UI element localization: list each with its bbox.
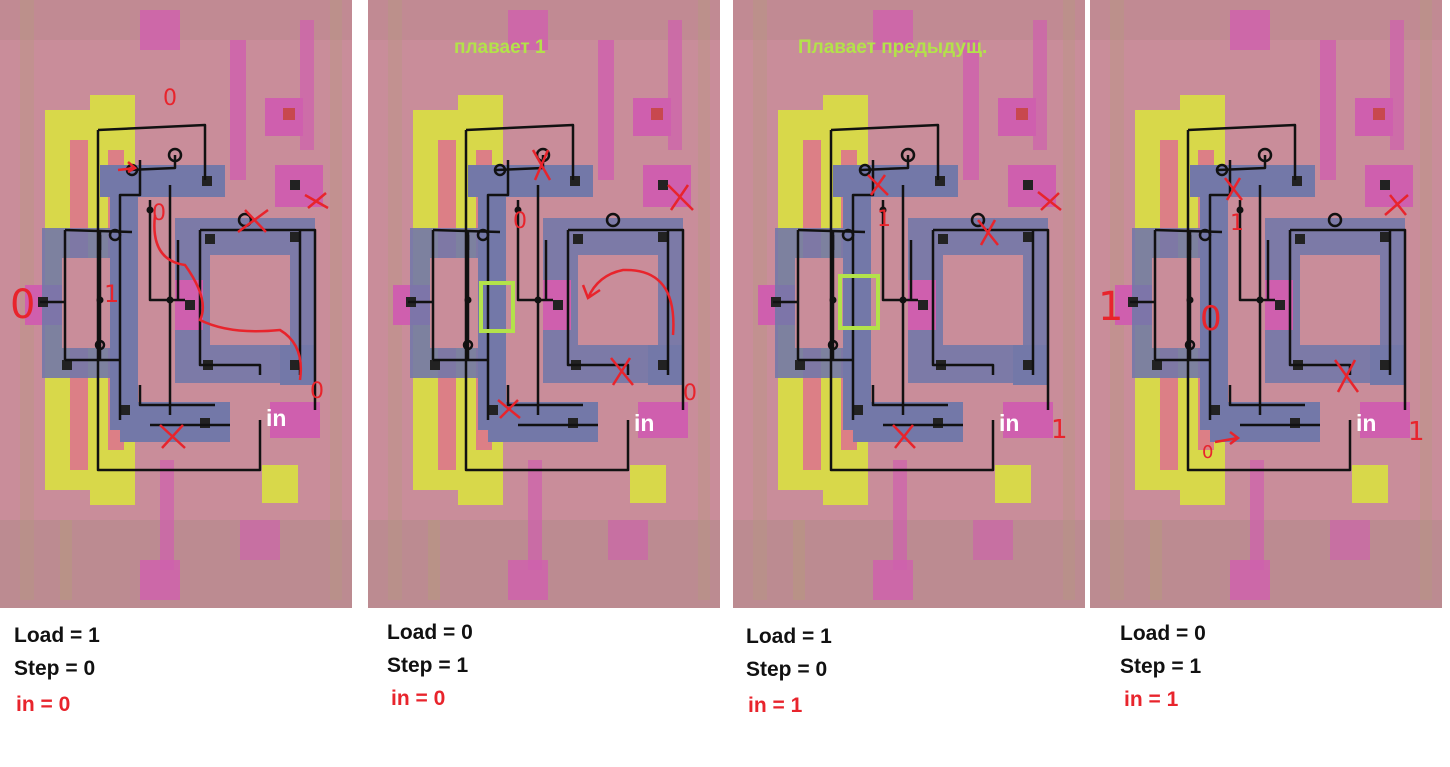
red-cross: [667, 184, 694, 211]
chip-diagram-1: 0 1 0 0 0: [0, 0, 352, 608]
green-highlight-box: [838, 274, 880, 330]
red-cross: [977, 219, 999, 246]
panel-1: 0 1 0 0 0 in: [0, 0, 352, 608]
red-cross: [1224, 177, 1243, 201]
panel-title: плавает 1: [454, 37, 546, 58]
value-mid: 0: [1200, 299, 1222, 339]
red-cross: [1037, 191, 1062, 211]
red-cross: [237, 208, 269, 234]
red-cross: [892, 424, 916, 449]
caption-3: Load = 1 Step = 0 in = 1: [746, 620, 832, 722]
value-top: 0: [163, 86, 177, 111]
value-left: 1: [1098, 284, 1123, 330]
panel-2: 0 0 плавает 1 in: [368, 0, 720, 608]
panel-3: 1 1 Плавает предыдущ. in: [733, 0, 1085, 608]
caption-in: in = 1: [748, 694, 803, 717]
value-right: 0: [310, 379, 324, 404]
value-node: 1: [877, 207, 891, 232]
panel-4: 1 1 0 0 1 in: [1090, 0, 1442, 608]
red-cross: [304, 192, 329, 210]
in-label: in: [999, 410, 1020, 436]
value-left: 0: [10, 282, 35, 328]
caption-in: in = 0: [391, 687, 446, 710]
caption-step: Step = 1: [1120, 655, 1202, 678]
red-cross: [867, 174, 889, 196]
caption-step: Step = 0: [746, 658, 828, 681]
red-cross: [159, 424, 186, 449]
in-label: in: [634, 410, 655, 436]
red-path-curve: [153, 214, 303, 381]
caption-load: Load = 0: [1120, 622, 1206, 645]
red-arrow-curve: [581, 268, 675, 336]
red-arrow: [1214, 431, 1241, 445]
value-bottom: 0: [1202, 442, 1213, 463]
caption-in: in = 0: [16, 693, 71, 716]
caption-load: Load = 0: [387, 621, 473, 644]
value-right: 1: [1408, 417, 1425, 447]
red-cross: [1333, 359, 1360, 393]
value-node: 1: [104, 280, 119, 308]
value-node: 0: [513, 209, 527, 234]
caption-load: Load = 1: [746, 625, 832, 648]
panel-title: Плавает предыдущ.: [798, 37, 988, 58]
in-label: in: [266, 405, 287, 431]
red-cross: [1384, 194, 1409, 216]
red-arrow: [117, 161, 138, 174]
in-label: in: [1356, 410, 1377, 436]
caption-step: Step = 0: [14, 657, 96, 680]
caption-step: Step = 1: [387, 654, 469, 677]
chip-diagram-2: 0 0: [368, 0, 720, 608]
chip-diagram-4: 1 1 0 0 1: [1090, 0, 1442, 608]
red-cross: [531, 149, 552, 181]
caption-4: Load = 0 Step = 1 in = 1: [1120, 617, 1206, 716]
chip-diagram-3: 1 1: [733, 0, 1085, 608]
value-mid: 0: [152, 201, 166, 226]
value-right: 0: [683, 381, 697, 406]
caption-1: Load = 1 Step = 0 in = 0: [14, 619, 100, 721]
caption-load: Load = 1: [14, 624, 100, 647]
red-cross: [610, 357, 634, 386]
caption-in: in = 1: [1124, 688, 1179, 711]
value-node: 1: [1230, 211, 1244, 236]
red-cross: [497, 399, 521, 419]
green-highlight-box: [479, 281, 515, 333]
value-right: 1: [1051, 415, 1068, 445]
caption-2: Load = 0 Step = 1 in = 0: [387, 616, 473, 715]
